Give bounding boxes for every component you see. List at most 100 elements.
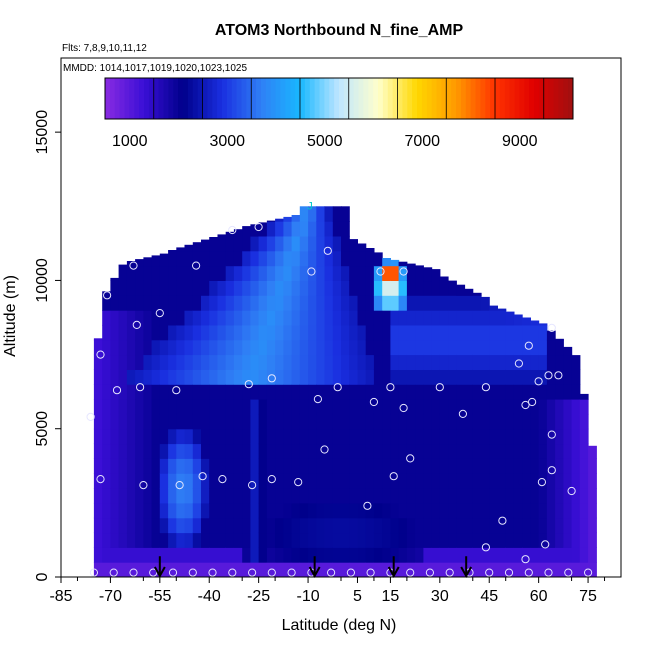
sample-point [175,481,184,490]
heatmap-cell [201,265,210,281]
sample-point [584,568,593,577]
heatmap-cell [373,280,383,296]
heatmap-cell [546,547,556,563]
heatmap-cell [530,443,540,459]
heatmap-cell [242,369,251,385]
heatmap-cell [571,473,581,489]
heatmap-cell [266,413,276,430]
heatmap-cell [365,473,375,489]
heatmap-cell [398,369,408,385]
heatmap-cell [110,532,120,548]
dates-subtitle: MMDD: 1014,1017,1019,1020,1023,1025 [63,63,247,74]
colorbar-swatch [246,78,252,119]
heatmap-cell [365,562,375,577]
colorbar-swatch [402,78,408,119]
heatmap-cell [489,458,498,474]
heatmap-cell [258,502,268,519]
heatmap-cell [505,458,515,474]
heatmap-cell [546,339,556,356]
heatmap-cell [415,502,424,519]
heatmap-cell [118,265,128,281]
heatmap-cell [472,473,482,489]
heatmap-cell [332,384,342,400]
heatmap-cell [571,502,581,519]
heatmap-cell [481,473,490,489]
heatmap-cell [102,428,111,445]
heatmap-cell [126,443,136,459]
heatmap-cell [439,473,449,489]
x-tick-label: 15 [382,588,400,605]
heatmap-cell [579,443,589,459]
heatmap-cell [209,532,218,548]
heatmap-cell [275,339,284,356]
heatmap-cell [373,562,383,577]
heatmap-cell [324,517,334,534]
heatmap-cell [489,562,498,577]
heatmap-cell [283,532,293,548]
heatmap-cell [349,339,358,356]
heatmap-cell [217,384,227,400]
heatmap-cell [110,324,120,341]
heatmap-cell [365,310,375,326]
heatmap-cell [250,250,260,267]
colorbar-swatch [548,78,554,119]
heatmap-cell [390,265,400,281]
heatmap-cell [357,399,367,415]
heatmap-cell [299,458,309,474]
heatmap-cell [275,369,284,385]
heatmap-cell [110,502,120,519]
heatmap-cell [341,280,350,296]
heatmap-cell [299,250,309,267]
heatmap-cell [390,473,400,489]
heatmap-cell [283,399,293,415]
heatmap-cell [538,428,548,445]
heatmap-cell [439,324,449,341]
heatmap-cell [250,517,260,534]
x-tick-label: 75 [579,588,597,605]
colorbar-swatch [509,78,515,119]
heatmap-cell [538,532,548,548]
heatmap-cell [373,488,383,504]
heatmap-cell [258,222,268,237]
heatmap-cell [266,443,276,459]
heatmap-cell [201,384,210,400]
heatmap-cell [513,369,523,385]
heatmap-cell [382,369,391,385]
heatmap-cell [341,206,350,222]
heatmap-cell [489,413,498,430]
colorbar-swatch [417,78,423,119]
colorbar-swatch [534,78,540,119]
heatmap-cell [242,310,251,326]
heatmap-cell [275,488,284,504]
heatmap-cell [159,532,169,548]
colorbar-swatch [373,78,379,119]
heatmap-cell [530,339,540,356]
heatmap-cell [382,310,391,326]
heatmap-cell [283,428,293,445]
heatmap-cell [308,280,317,296]
heatmap-cell [159,310,169,326]
heatmap-cell [538,339,548,356]
heatmap-cell [497,413,507,430]
heatmap-cell [258,295,268,311]
heatmap-cell [275,324,284,341]
heatmap-cell [233,413,243,430]
heatmap-cell [332,369,342,385]
heatmap-cell [225,250,235,267]
colorbar-swatch [568,78,574,119]
heatmap-cell [505,517,515,534]
heatmap-cell [316,265,326,281]
heatmap-cell [472,488,482,504]
heatmap-cell [176,428,186,445]
chart-title: ATOM3 Northbound N_fine_AMP [215,22,464,39]
heatmap-cell [242,265,251,281]
heatmap-cell [423,502,433,519]
heatmap-cell [365,339,375,356]
heatmap-cell [93,413,103,430]
sample-point [132,320,141,329]
heatmap-cell [110,547,120,563]
heatmap-cell [365,458,375,474]
heatmap-cell [110,310,120,326]
heatmap-cell [382,280,391,296]
